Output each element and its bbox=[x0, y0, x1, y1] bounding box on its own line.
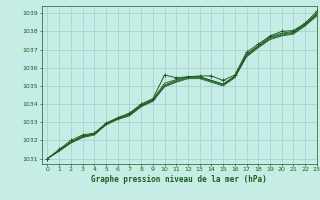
X-axis label: Graphe pression niveau de la mer (hPa): Graphe pression niveau de la mer (hPa) bbox=[91, 175, 267, 184]
